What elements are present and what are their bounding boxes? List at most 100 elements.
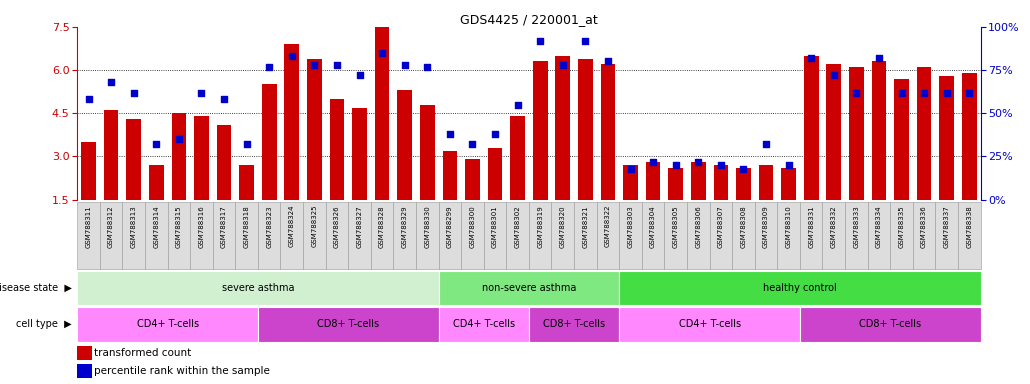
Point (531, 38, 548, 44)
Point (825, 72, 842, 78)
Text: GSM788323: GSM788323 (266, 205, 272, 248)
Point (283, 53, 300, 59)
Bar (710, 202, 732, 269)
Bar (235, 202, 258, 269)
Text: GSM788336: GSM788336 (921, 205, 927, 248)
Text: GSM788306: GSM788306 (695, 205, 701, 248)
Bar (439, 307, 529, 342)
Bar (736, 168, 751, 200)
Point (690, 159, 707, 165)
Text: GSM788317: GSM788317 (221, 205, 227, 248)
Text: GSM788331: GSM788331 (809, 205, 814, 248)
Bar (325, 202, 348, 269)
Text: GSM788333: GSM788333 (853, 205, 859, 248)
Bar (845, 202, 867, 269)
Text: GSM788300: GSM788300 (470, 205, 476, 248)
Text: GSM788330: GSM788330 (424, 205, 431, 248)
Point (261, 64, 277, 70)
Bar (691, 162, 706, 200)
Bar (823, 202, 845, 269)
Bar (551, 202, 574, 269)
Point (103, 79, 119, 85)
Bar (939, 76, 954, 200)
Bar (826, 64, 842, 200)
Bar (800, 202, 823, 269)
Text: GSM788299: GSM788299 (447, 205, 453, 248)
Text: CD4+ T-cells: CD4+ T-cells (137, 319, 199, 329)
Text: GSM788320: GSM788320 (559, 205, 565, 248)
Text: GSM788305: GSM788305 (673, 205, 679, 248)
Point (667, 162, 684, 168)
Point (735, 166, 752, 172)
Bar (303, 202, 325, 269)
Bar (330, 99, 344, 200)
Bar (352, 108, 367, 200)
Bar (375, 27, 389, 200)
Text: non-severe asthma: non-severe asthma (482, 283, 576, 293)
Bar (100, 202, 123, 269)
Bar (890, 202, 913, 269)
Point (893, 89, 909, 96)
Text: cell type  ▶: cell type ▶ (16, 319, 72, 329)
Point (374, 50, 390, 56)
Text: GSM788304: GSM788304 (650, 205, 656, 248)
Bar (664, 202, 687, 269)
Bar (849, 67, 864, 200)
Bar (258, 202, 280, 269)
Text: GSM788302: GSM788302 (515, 205, 520, 248)
Point (870, 55, 887, 61)
Bar (258, 307, 439, 342)
Bar (687, 202, 710, 269)
Point (171, 136, 187, 142)
Text: GSM788321: GSM788321 (582, 205, 588, 248)
Point (80, 96, 97, 103)
Text: GSM788312: GSM788312 (108, 205, 114, 248)
Bar (466, 159, 480, 200)
Bar (371, 202, 393, 269)
Bar (77, 307, 258, 342)
Bar (962, 73, 976, 200)
Bar (191, 202, 213, 269)
Text: GSM788324: GSM788324 (288, 205, 295, 247)
Bar (510, 116, 525, 200)
Bar (803, 56, 819, 200)
Bar (619, 202, 642, 269)
Bar (732, 202, 755, 269)
Text: CD8+ T-cells: CD8+ T-cells (543, 319, 606, 329)
Bar (194, 116, 209, 200)
Point (126, 89, 142, 96)
Bar (958, 202, 981, 269)
Text: CD4+ T-cells: CD4+ T-cells (452, 319, 515, 329)
Bar (759, 165, 774, 200)
Text: GSM788301: GSM788301 (492, 205, 499, 248)
Bar (600, 64, 615, 200)
Point (848, 89, 864, 96)
Bar (280, 202, 303, 269)
Bar (307, 58, 321, 200)
Bar (461, 202, 484, 269)
Text: GSM788332: GSM788332 (831, 205, 836, 248)
Point (351, 72, 368, 78)
Point (510, 101, 526, 108)
Point (329, 62, 345, 68)
Text: GSM788327: GSM788327 (356, 205, 363, 248)
Text: healthy control: healthy control (763, 283, 836, 293)
Bar (284, 44, 299, 200)
Bar (393, 202, 416, 269)
Text: GSM788313: GSM788313 (131, 205, 137, 248)
Bar (420, 104, 435, 200)
Bar (778, 202, 800, 269)
Text: disease state  ▶: disease state ▶ (0, 283, 72, 293)
Point (645, 159, 661, 165)
Title: GDS4425 / 220001_at: GDS4425 / 220001_at (460, 13, 597, 26)
Bar (77, 364, 92, 378)
Bar (867, 202, 890, 269)
Text: CD8+ T-cells: CD8+ T-cells (317, 319, 379, 329)
Bar (755, 202, 778, 269)
Bar (104, 111, 118, 200)
Bar (913, 202, 935, 269)
Text: GSM788316: GSM788316 (199, 205, 205, 248)
Bar (619, 307, 800, 342)
Text: CD8+ T-cells: CD8+ T-cells (859, 319, 921, 329)
Bar (348, 202, 371, 269)
